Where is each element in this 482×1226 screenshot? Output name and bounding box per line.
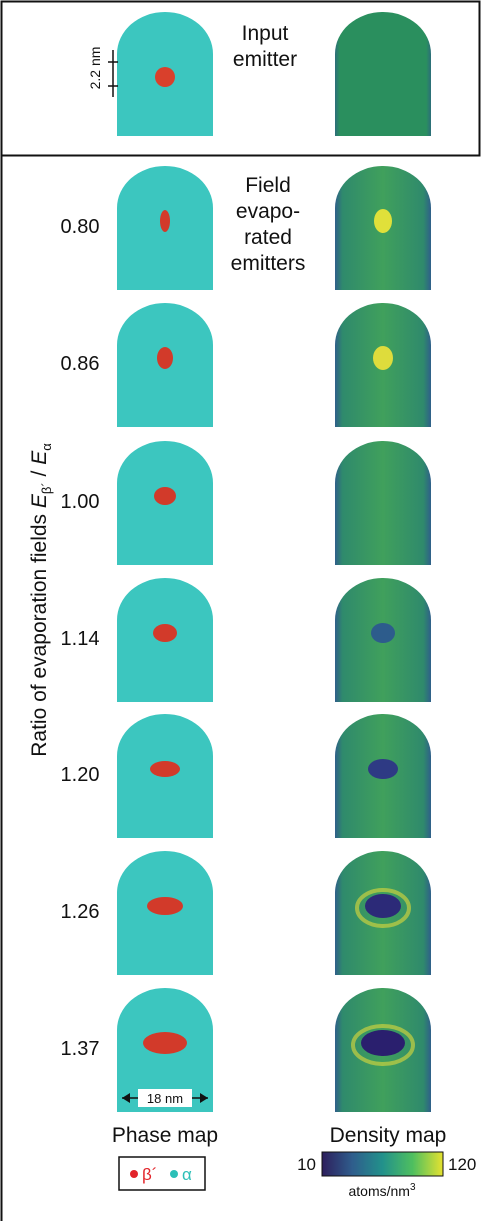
colorbar-unit: atoms/nm3 (348, 1182, 415, 1199)
y-label-text: Ratio of evaporation fields (28, 514, 51, 757)
unit-sup: 3 (410, 1182, 416, 1193)
legend-label: β´ (142, 1165, 157, 1184)
field-title: evapo- (236, 200, 300, 223)
input-title: emitter (233, 48, 297, 71)
phase-precipitate (143, 1032, 187, 1054)
y-axis-label: Ratio of evaporation fields Eβ´ / Eα (28, 443, 54, 757)
density-feature (371, 623, 395, 643)
phase-precipitate (150, 761, 180, 777)
y-label-symbol: E (28, 450, 51, 465)
density-feature (374, 209, 392, 233)
y-label-symbol: E (28, 493, 51, 508)
density-ring (351, 1024, 415, 1066)
y-label-sep: / (28, 470, 51, 476)
width-label: 18 nm (147, 1091, 183, 1106)
legend-box (118, 1156, 206, 1191)
phase-precipitate (155, 67, 175, 87)
density-feature (361, 1030, 405, 1056)
density-feature (368, 759, 398, 779)
field-title: emitters (231, 252, 306, 275)
colorbar-max: 120 (448, 1155, 476, 1174)
density-feature (365, 894, 401, 918)
colorbar-min: 10 (297, 1155, 316, 1174)
density-feature (373, 346, 393, 370)
y-label-sub: α (39, 443, 54, 451)
row-label: 0.86 (61, 353, 100, 375)
phase-title: Phase map (112, 1124, 218, 1147)
phase-precipitate (154, 487, 176, 505)
scale-label: 2.2 nm (87, 47, 103, 90)
width-label-bg (138, 1089, 192, 1107)
emitters: 0.80 0.86 1.00 1.14 1.20 1.26 1.37 (61, 12, 431, 1112)
phase-precipitate (147, 897, 183, 915)
row-label: 1.37 (61, 1038, 100, 1060)
legend-swatch (130, 1170, 138, 1178)
phase-precipitate (157, 347, 173, 369)
row-label: 1.14 (61, 628, 100, 650)
colorbar (321, 1151, 444, 1177)
field-title: rated (244, 226, 292, 249)
legend-swatch (170, 1170, 178, 1178)
field-title: Field (245, 174, 291, 197)
density-emitter (335, 12, 431, 136)
input-box (0, 0, 481, 157)
row-label: 0.80 (61, 216, 100, 238)
phase-precipitate (160, 210, 170, 232)
phase-precipitate (153, 624, 177, 642)
row-label: 1.20 (61, 764, 100, 786)
row-label: 1.00 (61, 491, 100, 513)
unit: atoms/nm (348, 1183, 409, 1199)
density-title: Density map (330, 1124, 447, 1147)
input-title: Input (242, 22, 289, 45)
y-label-sub: β´ (39, 482, 54, 494)
row-label: 1.26 (61, 901, 100, 923)
legend-label: α (182, 1165, 192, 1184)
density-ring (355, 888, 411, 928)
density-emitter (335, 441, 431, 565)
